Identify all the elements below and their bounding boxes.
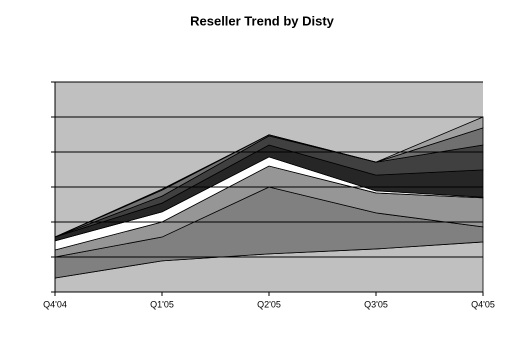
x-tick-label: Q4'05	[471, 299, 495, 309]
x-tick-label: Q3'05	[364, 299, 388, 309]
x-tick-label: Q2'05	[257, 299, 281, 309]
area	[54, 116, 484, 238]
chart-title: Reseller Trend by Disty	[190, 13, 335, 28]
x-tick-label: Q1'05	[150, 299, 174, 309]
x-tick-label: Q4'04	[43, 299, 67, 309]
